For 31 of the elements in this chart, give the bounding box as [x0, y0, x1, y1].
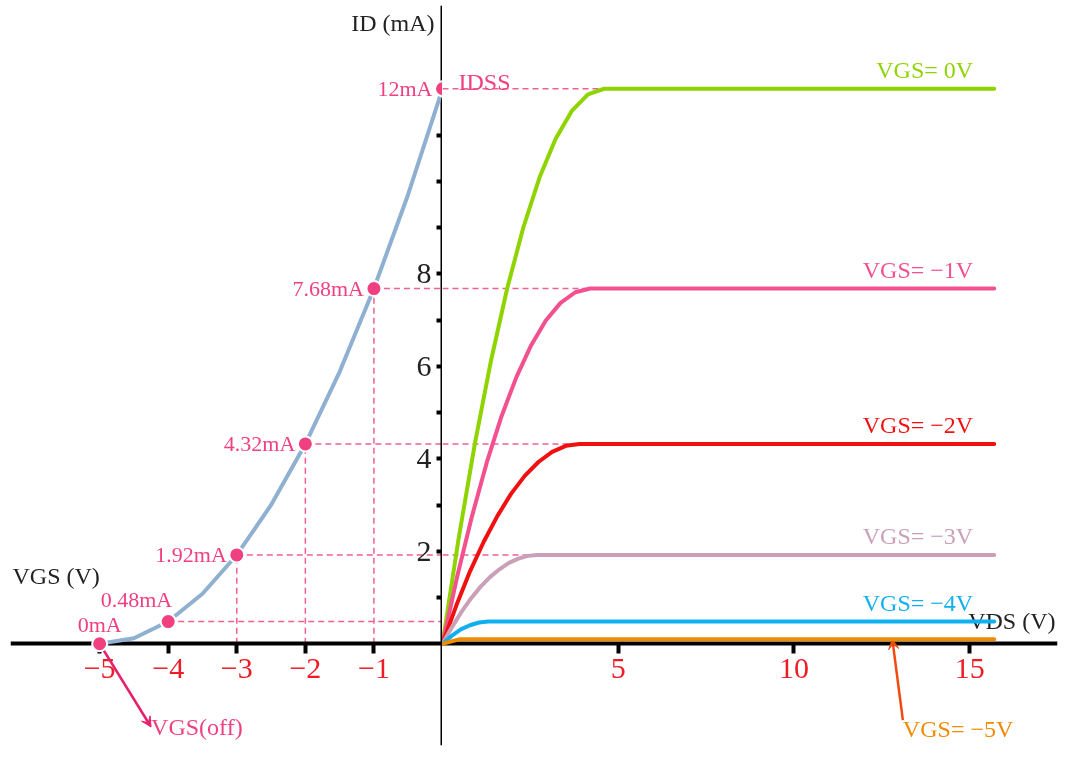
series-label: VGS= −2V [862, 411, 974, 438]
x-axis-title: VGS (V) [12, 562, 100, 589]
series-label: VGS= −3V [862, 522, 974, 549]
x-tick-label: −1 [357, 650, 390, 684]
series-label: VGS= −1V [862, 256, 974, 283]
series-label: VGS= 0V [876, 56, 974, 83]
data-label: 1.92mA [155, 542, 227, 568]
x-tick-label: 5 [610, 650, 626, 684]
annotation: VGS(off) [151, 714, 243, 740]
data-label: 0mA [77, 611, 122, 637]
data-label: 0.48mA [100, 586, 173, 612]
y-tick-label: 2 [416, 533, 432, 567]
x-tick-label: 10 [778, 650, 809, 684]
point [365, 280, 383, 298]
x-tick-label: −5 [83, 650, 116, 684]
y-axis-title: ID (mA) [351, 9, 435, 36]
text: VGS= −5V [902, 715, 1014, 742]
data-label: 12mA [377, 76, 433, 102]
point [91, 635, 109, 653]
x-tick-label: −2 [289, 650, 322, 684]
x-tick-label: −3 [220, 650, 253, 684]
x-tick-label: 15 [954, 650, 985, 684]
y-tick-label: 8 [416, 256, 432, 290]
x-tick-label: −4 [152, 650, 185, 684]
data-label: 7.68mA [292, 276, 365, 302]
annotation: IDSS [458, 68, 511, 95]
point [228, 546, 246, 564]
y-tick-label: 6 [416, 348, 432, 382]
point [296, 435, 314, 453]
y-tick-label: 4 [416, 441, 432, 475]
data-label: 4.32mA [223, 431, 296, 457]
